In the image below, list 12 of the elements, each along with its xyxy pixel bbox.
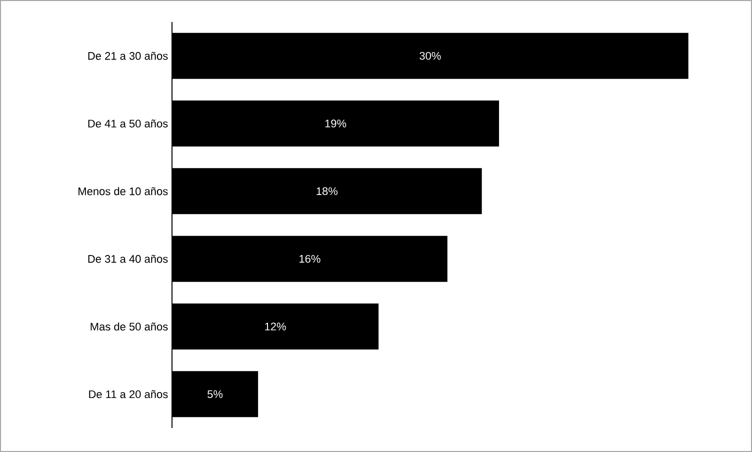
data-label: 30%: [420, 52, 441, 60]
data-label: 18%: [316, 187, 338, 196]
data-label: 19%: [325, 120, 346, 128]
y-tick-label: De 31 a 40 años: [88, 254, 168, 263]
y-tick-label: Mas de 50 años: [90, 322, 168, 331]
y-tick-label: Menos de 10 años: [78, 187, 168, 196]
data-label: 12%: [265, 322, 286, 330]
data-label: 5%: [208, 390, 223, 398]
data-label: 16%: [300, 254, 320, 263]
y-tick-label: De 41 a 50 años: [88, 120, 168, 128]
y-tick-label: De 21 a 30 años: [88, 52, 168, 60]
y-tick-label: De 11 a 20 años: [89, 390, 168, 398]
